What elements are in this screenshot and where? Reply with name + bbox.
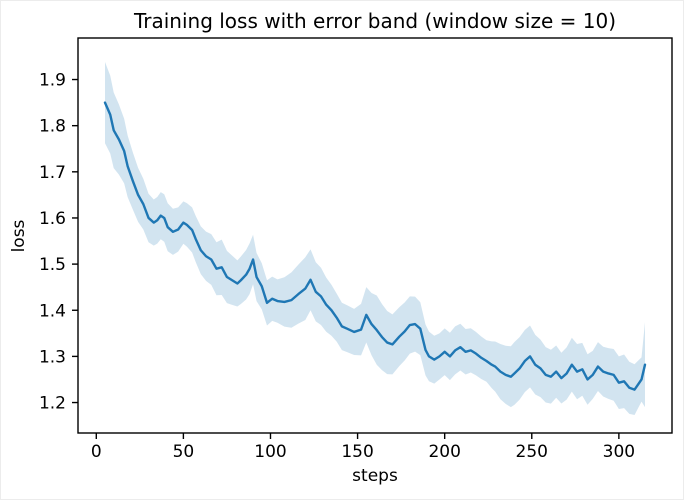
y-axis-label: loss <box>9 219 29 253</box>
x-tick-label: 150 <box>341 442 373 462</box>
y-tick-label: 1.9 <box>39 71 66 91</box>
x-tick-label: 250 <box>516 442 548 462</box>
y-tick-label: 1.5 <box>39 255 66 275</box>
y-tick-label: 1.2 <box>39 394 66 414</box>
y-tick-label: 1.6 <box>39 209 66 229</box>
x-tick-label: 50 <box>173 442 195 462</box>
x-tick-label: 200 <box>428 442 460 462</box>
x-tick-label: 100 <box>254 442 286 462</box>
x-tick-label: 300 <box>603 442 635 462</box>
x-axis-label: steps <box>352 466 398 486</box>
chart-title: Training loss with error band (window si… <box>133 9 617 33</box>
y-tick-label: 1.7 <box>39 163 66 183</box>
y-tick-label: 1.3 <box>39 347 66 367</box>
loss-line <box>103 101 647 391</box>
error-band <box>105 62 645 415</box>
x-tick-label: 0 <box>91 442 102 462</box>
y-tick-label: 1.4 <box>39 301 66 321</box>
axes-spines <box>77 37 673 434</box>
y-tick-label: 1.8 <box>39 117 66 137</box>
